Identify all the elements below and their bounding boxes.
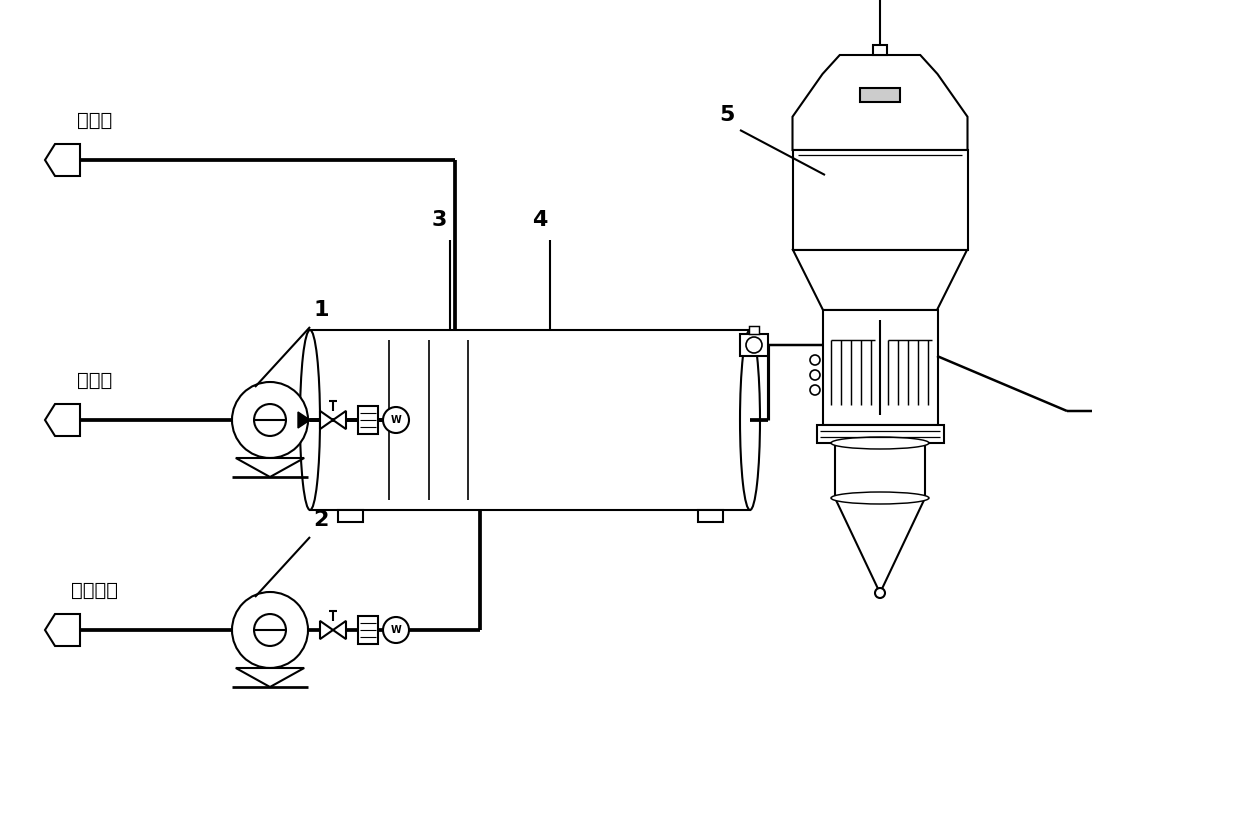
Circle shape	[875, 588, 885, 598]
Polygon shape	[835, 498, 925, 593]
Bar	[794, 150, 968, 250]
Text: W: W	[391, 415, 402, 425]
Ellipse shape	[831, 492, 929, 504]
Circle shape	[810, 355, 820, 365]
Bar	[339, 510, 363, 522]
Circle shape	[254, 404, 286, 436]
Polygon shape	[320, 411, 334, 429]
Ellipse shape	[740, 330, 760, 510]
Text: 助燃风: 助燃风	[77, 371, 113, 390]
Text: 5: 5	[719, 105, 735, 125]
Circle shape	[810, 370, 820, 380]
Bar	[358, 406, 378, 434]
Text: 1: 1	[312, 300, 329, 320]
Polygon shape	[45, 614, 81, 646]
Polygon shape	[794, 250, 967, 310]
Polygon shape	[334, 411, 346, 429]
Text: 工艺空气: 工艺空气	[72, 581, 119, 600]
Bar	[873, 45, 887, 55]
Bar	[817, 425, 944, 443]
Circle shape	[383, 617, 409, 643]
Bar	[861, 89, 900, 102]
Circle shape	[383, 407, 409, 433]
Circle shape	[746, 337, 763, 353]
Polygon shape	[236, 458, 304, 477]
Polygon shape	[334, 621, 346, 639]
Circle shape	[254, 614, 286, 646]
Polygon shape	[45, 144, 81, 176]
Bar	[740, 334, 768, 356]
Circle shape	[810, 385, 820, 395]
Circle shape	[232, 592, 308, 668]
Polygon shape	[45, 404, 81, 436]
Bar	[835, 443, 925, 498]
Bar	[698, 510, 723, 522]
Text: 3: 3	[432, 210, 446, 230]
Bar	[358, 616, 378, 644]
Polygon shape	[236, 668, 304, 687]
Text: 2: 2	[312, 510, 329, 530]
Ellipse shape	[831, 437, 929, 449]
Circle shape	[232, 382, 308, 458]
Text: 可燃气: 可燃气	[77, 111, 113, 130]
Polygon shape	[298, 412, 310, 428]
Text: 4: 4	[532, 210, 547, 230]
Polygon shape	[792, 55, 967, 150]
Text: W: W	[391, 625, 402, 635]
Bar	[310, 330, 750, 510]
Bar	[823, 310, 937, 425]
Bar	[749, 326, 759, 334]
Ellipse shape	[300, 330, 320, 510]
Polygon shape	[320, 621, 334, 639]
